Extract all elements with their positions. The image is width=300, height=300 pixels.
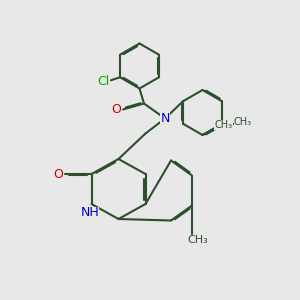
Text: CH₃: CH₃ — [234, 117, 252, 127]
Text: O: O — [53, 167, 63, 181]
Text: O: O — [112, 103, 121, 116]
Text: Cl: Cl — [98, 75, 110, 88]
Text: NH: NH — [81, 206, 99, 220]
Text: CH₃: CH₃ — [214, 119, 232, 130]
Text: CH₃: CH₃ — [188, 235, 208, 245]
Text: N: N — [160, 112, 170, 125]
